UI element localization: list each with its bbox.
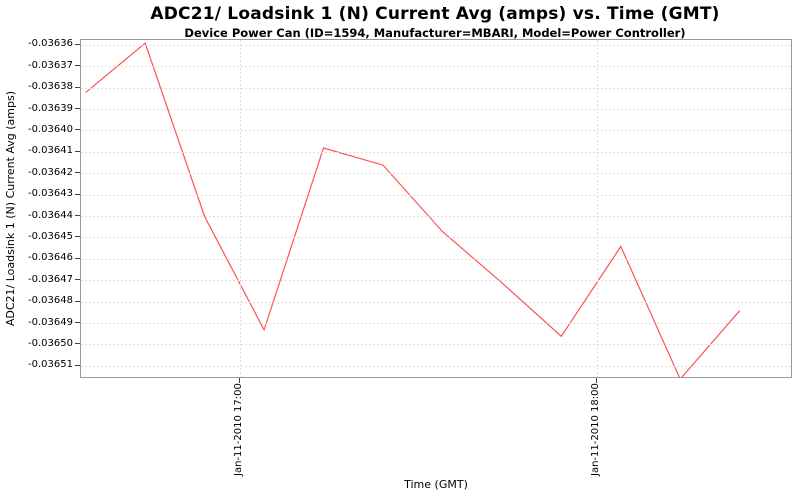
- y-tick-label: -0.03638: [28, 81, 73, 93]
- x-tick-label: Jan-11-2010 18:00: [590, 383, 601, 476]
- y-axis-tick: [75, 108, 80, 109]
- y-tick-label: -0.03650: [28, 337, 73, 349]
- x-axis-title: Time (GMT): [404, 478, 468, 491]
- plot-area: [80, 39, 792, 378]
- gridline-horizontal: [81, 344, 791, 346]
- y-axis-tick: [75, 257, 80, 259]
- gridline-horizontal: [81, 365, 791, 367]
- gridline-horizontal: [81, 323, 791, 324]
- y-tick-label: -0.03639: [28, 102, 73, 114]
- y-axis-tick: [75, 236, 80, 238]
- y-tick-label: -0.03647: [28, 273, 73, 285]
- y-axis-tick: [75, 129, 80, 131]
- gridline-horizontal: [81, 237, 791, 239]
- y-tick-label: -0.03643: [28, 188, 73, 200]
- gridline-horizontal: [81, 130, 791, 132]
- y-axis-tick: [75, 322, 80, 323]
- y-axis-tick: [75, 172, 80, 174]
- gridline-horizontal: [81, 216, 791, 217]
- gridline-horizontal: [81, 151, 791, 153]
- gridline-horizontal: [81, 301, 791, 303]
- x-tick-label: Jan-11-2010 17:00: [233, 383, 245, 476]
- y-axis-tick: [75, 43, 80, 45]
- gridline-vertical: [239, 40, 241, 377]
- y-tick-label: -0.03640: [28, 123, 73, 135]
- y-tick-label: -0.03649: [28, 316, 73, 328]
- y-tick-label: -0.03644: [28, 209, 73, 221]
- x-axis-tick: [595, 378, 597, 383]
- gridline-horizontal: [81, 44, 791, 46]
- chart-subtitle: Device Power Can (ID=1594, Manufacturer=…: [184, 26, 686, 40]
- y-axis-tick: [75, 65, 80, 67]
- chart-title: ADC21/ Loadsink 1 (N) Current Avg (amps)…: [150, 4, 720, 24]
- gridline-vertical: [596, 40, 598, 377]
- gridline-horizontal: [81, 87, 791, 89]
- gridline-horizontal: [81, 173, 791, 175]
- y-axis-tick: [75, 279, 80, 281]
- y-axis-tick: [75, 300, 80, 302]
- y-tick-label: -0.03645: [28, 230, 73, 242]
- gridline-horizontal: [81, 258, 791, 260]
- series-line-svg: [85, 42, 741, 377]
- y-tick-label: -0.03642: [28, 166, 73, 178]
- gridline-horizontal: [81, 66, 791, 68]
- y-tick-label: -0.03636: [28, 38, 73, 50]
- y-axis-tick: [75, 150, 80, 152]
- y-tick-label: -0.03637: [28, 59, 73, 71]
- y-tick-label: -0.03651: [28, 359, 73, 371]
- gridline-horizontal: [81, 280, 791, 282]
- y-axis-tick: [75, 215, 80, 216]
- x-axis-tick: [238, 378, 240, 383]
- y-axis-tick: [75, 364, 80, 366]
- y-axis-tick: [75, 343, 80, 345]
- y-axis-tick: [75, 193, 80, 195]
- y-tick-label: -0.03641: [28, 145, 73, 157]
- y-tick-label: -0.03648: [28, 295, 73, 307]
- gridline-horizontal: [81, 194, 791, 196]
- y-tick-label: -0.03646: [28, 252, 73, 264]
- series-line: [85, 42, 741, 377]
- gridline-horizontal: [81, 109, 791, 110]
- y-axis-tick: [75, 86, 80, 88]
